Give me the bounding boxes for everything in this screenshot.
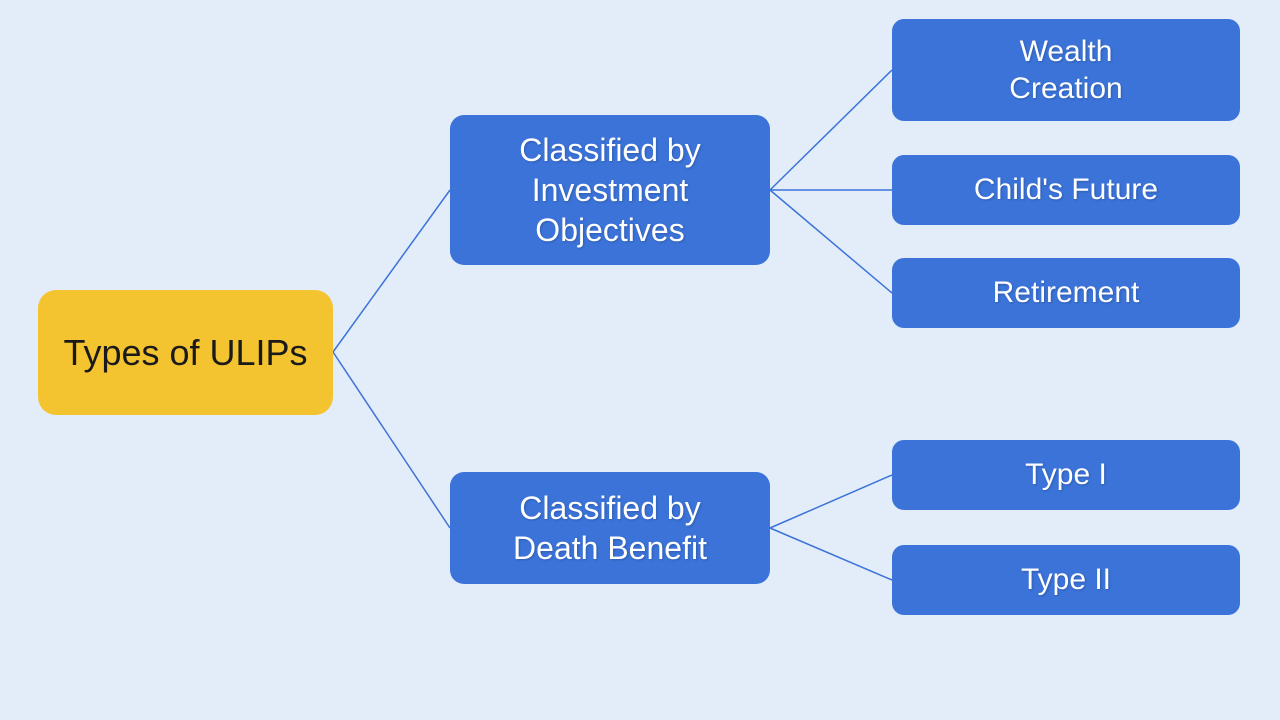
edge	[333, 190, 450, 352]
leaf-wealth: WealthCreation	[892, 19, 1240, 121]
leaf-label: Type II	[1021, 561, 1111, 599]
root-node: Types of ULIPs	[38, 290, 333, 415]
leaf-label: WealthCreation	[1009, 33, 1122, 108]
leaf-child: Child's Future	[892, 155, 1240, 225]
edge	[770, 70, 892, 190]
branch-label: Classified byDeath Benefit	[513, 488, 707, 568]
edge	[770, 475, 892, 528]
branch-investment: Classified byInvestmentObjectives	[450, 115, 770, 265]
branch-label: Classified byInvestmentObjectives	[519, 130, 700, 250]
leaf-type2: Type II	[892, 545, 1240, 615]
leaf-label: Retirement	[993, 274, 1140, 312]
edge	[770, 528, 892, 580]
leaf-label: Child's Future	[974, 171, 1158, 209]
leaf-retirement: Retirement	[892, 258, 1240, 328]
root-label: Types of ULIPs	[63, 330, 307, 375]
edge	[770, 190, 892, 293]
edge	[333, 352, 450, 528]
branch-death: Classified byDeath Benefit	[450, 472, 770, 584]
leaf-type1: Type I	[892, 440, 1240, 510]
leaf-label: Type I	[1025, 456, 1107, 494]
